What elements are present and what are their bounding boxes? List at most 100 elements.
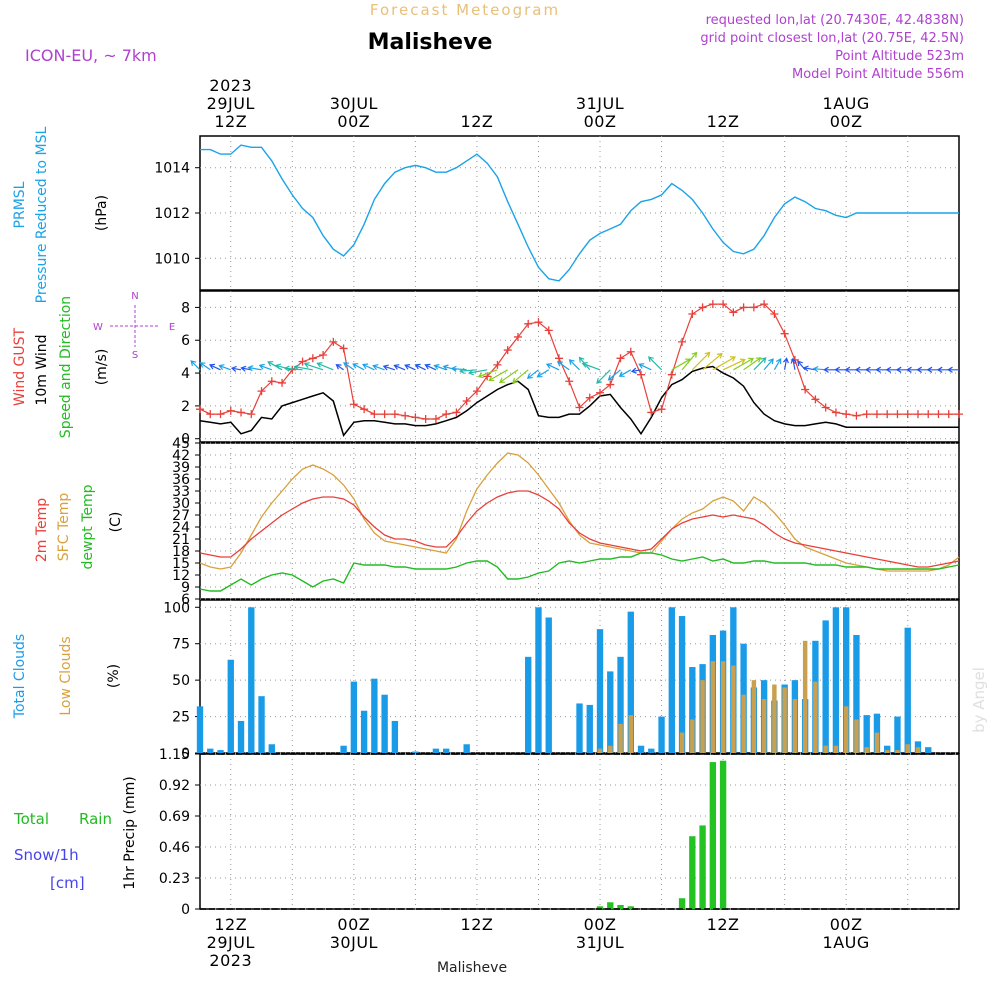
wind-arrow <box>844 366 857 373</box>
total-cloud-bar <box>596 629 604 753</box>
low-cloud-bar <box>905 744 910 753</box>
gust-marker <box>883 410 892 419</box>
low-cloud-bar <box>761 699 767 753</box>
total-cloud-bar <box>576 703 583 753</box>
gust-marker <box>319 351 328 360</box>
wind-arrow <box>352 363 365 371</box>
gust-marker <box>288 365 297 374</box>
time-label: 29JUL <box>207 933 255 952</box>
time-label: 12Z <box>461 915 494 934</box>
total-cloud-bar <box>668 607 675 753</box>
wind-tick-label: 4 <box>181 366 190 382</box>
wind-arrow <box>722 358 746 371</box>
gust-marker <box>380 410 389 419</box>
low-cloud-bar <box>690 719 695 753</box>
low-cloud-bar <box>895 750 900 753</box>
total-cloud-bar <box>842 607 850 753</box>
total-cloud-bar <box>637 745 645 753</box>
gust-marker <box>411 413 420 422</box>
wind-arrow <box>293 364 313 371</box>
low-cloud-bar <box>710 661 716 753</box>
watermark: by Angel <box>970 667 988 733</box>
gust-marker <box>503 346 512 355</box>
gust-marker <box>739 303 748 312</box>
gust-marker <box>360 405 369 414</box>
total-cloud-bar <box>442 748 450 753</box>
temperature-tick-label: 30 <box>172 496 190 512</box>
temperature-panel <box>199 442 960 600</box>
gust-marker <box>534 318 543 327</box>
gust-marker <box>708 300 717 309</box>
wind-arrow <box>802 365 816 372</box>
wind-arrow <box>681 351 698 371</box>
gust-marker <box>944 410 953 419</box>
temperature-tick-label: 15 <box>172 556 190 572</box>
gust-marker <box>678 337 687 346</box>
low-cloud-bar <box>792 699 798 753</box>
clouds-tick-label: 50 <box>172 673 190 689</box>
wind-arrow <box>414 363 426 371</box>
clouds-tick-label: 0 <box>181 746 190 762</box>
temperature-tick-label: 24 <box>172 520 190 536</box>
total-cloud-bar <box>586 704 593 753</box>
low-cloud-bar <box>813 681 818 753</box>
gust-marker <box>749 303 758 312</box>
wind-arrow <box>947 366 959 373</box>
gust-marker <box>493 360 502 369</box>
wind-arrow <box>647 356 663 371</box>
gust-marker <box>780 329 789 338</box>
low-cloud-bar <box>915 747 921 753</box>
rain-bar <box>596 906 604 909</box>
gust-marker <box>667 370 676 379</box>
gust-marker <box>339 344 348 353</box>
wind-arrow <box>875 366 888 373</box>
total-cloud-bar <box>904 627 911 753</box>
wind-label: 10m Wind <box>34 334 50 405</box>
rain-bar <box>607 902 614 909</box>
gust-marker <box>565 377 574 386</box>
wind-arrow <box>258 363 273 371</box>
time-label: 31JUL <box>576 933 624 952</box>
wind-arrow <box>459 367 477 374</box>
low-cloud-bar <box>700 680 705 753</box>
low-cloud-bar <box>854 719 859 753</box>
wind-arrow <box>526 369 539 379</box>
precip-panel <box>199 753 960 910</box>
gust-marker <box>247 410 256 419</box>
wind-arrow <box>382 364 396 371</box>
gust-marker <box>821 403 830 412</box>
total-cloud-bar <box>268 744 275 753</box>
total-cloud-bar <box>545 617 552 753</box>
time-label: 30JUL <box>330 94 378 113</box>
temperature-tick-label: 9 <box>181 580 190 596</box>
wind-arrow <box>512 369 529 384</box>
precip-tick-label: 0.69 <box>159 809 190 825</box>
wind-arrow <box>343 362 355 371</box>
wind-arrow <box>393 364 406 371</box>
gust-marker <box>421 415 430 424</box>
wind-arrow <box>596 369 611 384</box>
low-cloud-bar <box>679 732 685 753</box>
pressure-label-2: Pressure Reduced to MSL <box>34 126 50 303</box>
gust-marker <box>770 309 779 318</box>
temperature-tick-label: 21 <box>172 532 190 548</box>
gust-line <box>199 303 959 420</box>
wind-arrow <box>199 362 211 371</box>
gust-marker <box>524 319 533 328</box>
rain-bar <box>719 760 727 909</box>
temperature-tick-label: 45 <box>172 436 190 452</box>
precip-tick-label: 0.23 <box>159 871 190 887</box>
time-label: 2023 <box>209 76 252 95</box>
gust-marker <box>349 400 358 409</box>
low-cloud-bar <box>772 684 777 753</box>
wind-arrow <box>303 362 324 371</box>
time-label: 00Z <box>337 112 370 131</box>
pressure-tick-label: 1010 <box>154 251 190 267</box>
gust-marker <box>216 410 225 419</box>
total-cloud-bar <box>884 745 891 753</box>
wind-panel <box>199 290 960 443</box>
wind-arrow <box>190 360 201 371</box>
chart-marks <box>190 144 963 910</box>
time-label: 12Z <box>214 112 247 131</box>
time-label: 30JUL <box>330 933 378 952</box>
